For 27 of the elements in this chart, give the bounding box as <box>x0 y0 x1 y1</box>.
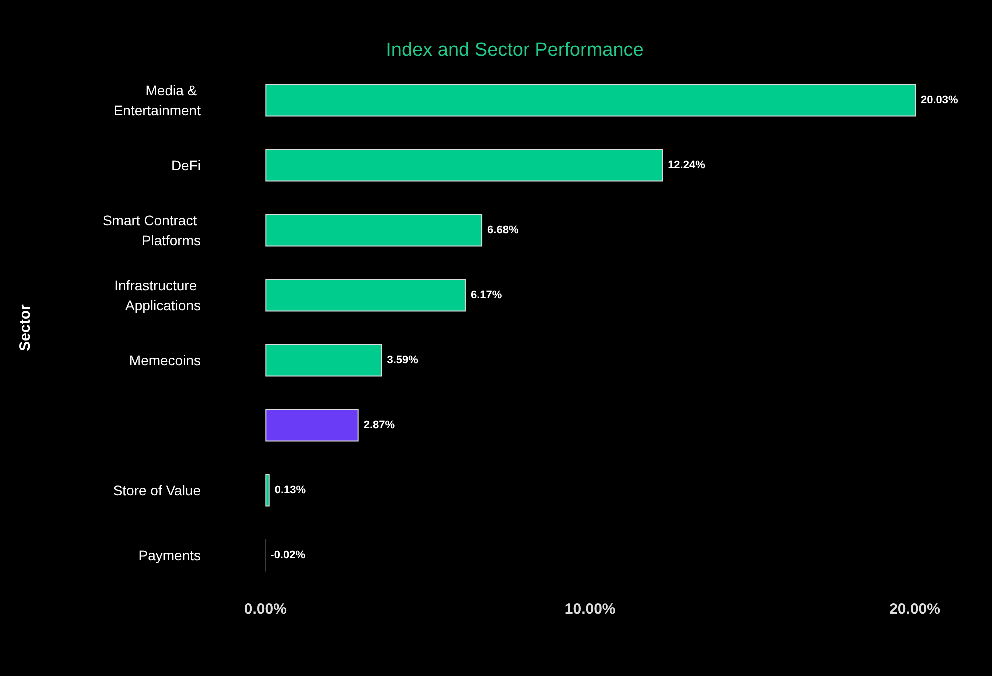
data-label: 20.03% <box>921 94 959 106</box>
data-label: 3.59% <box>387 354 419 366</box>
y-tick-label: Store of Value <box>113 482 202 498</box>
y-tick-label: Memecoins <box>129 352 201 368</box>
data-label: 6.17% <box>470 290 502 302</box>
x-tick-label: 20.00% <box>890 601 940 618</box>
x-tick-label: 10.00% <box>564 601 616 618</box>
y-tick-label: Infrastructure Applications <box>114 278 201 314</box>
bar <box>266 409 359 442</box>
bar <box>266 344 382 377</box>
x-tick-label: 0.00% <box>244 601 287 618</box>
chart-title: Index and Sector Performance <box>386 40 644 61</box>
y-tick-label: Smart Contract Platforms <box>102 212 201 248</box>
bar <box>266 279 466 312</box>
y-tick-label: Payments <box>138 548 201 564</box>
y-axis-title: Sector <box>17 304 34 352</box>
y-tick-label: Media & Entertainment <box>114 82 202 118</box>
bar <box>266 84 916 117</box>
data-label: 6.68% <box>488 224 519 236</box>
data-label: 2.87% <box>364 420 396 432</box>
bar <box>266 214 483 247</box>
data-label: 0.13% <box>274 484 306 496</box>
bar <box>266 474 270 507</box>
bar <box>266 149 664 182</box>
data-label: 12.24% <box>668 160 706 172</box>
y-tick-label: DeFi <box>171 158 201 174</box>
data-label: -0.02% <box>270 550 306 562</box>
